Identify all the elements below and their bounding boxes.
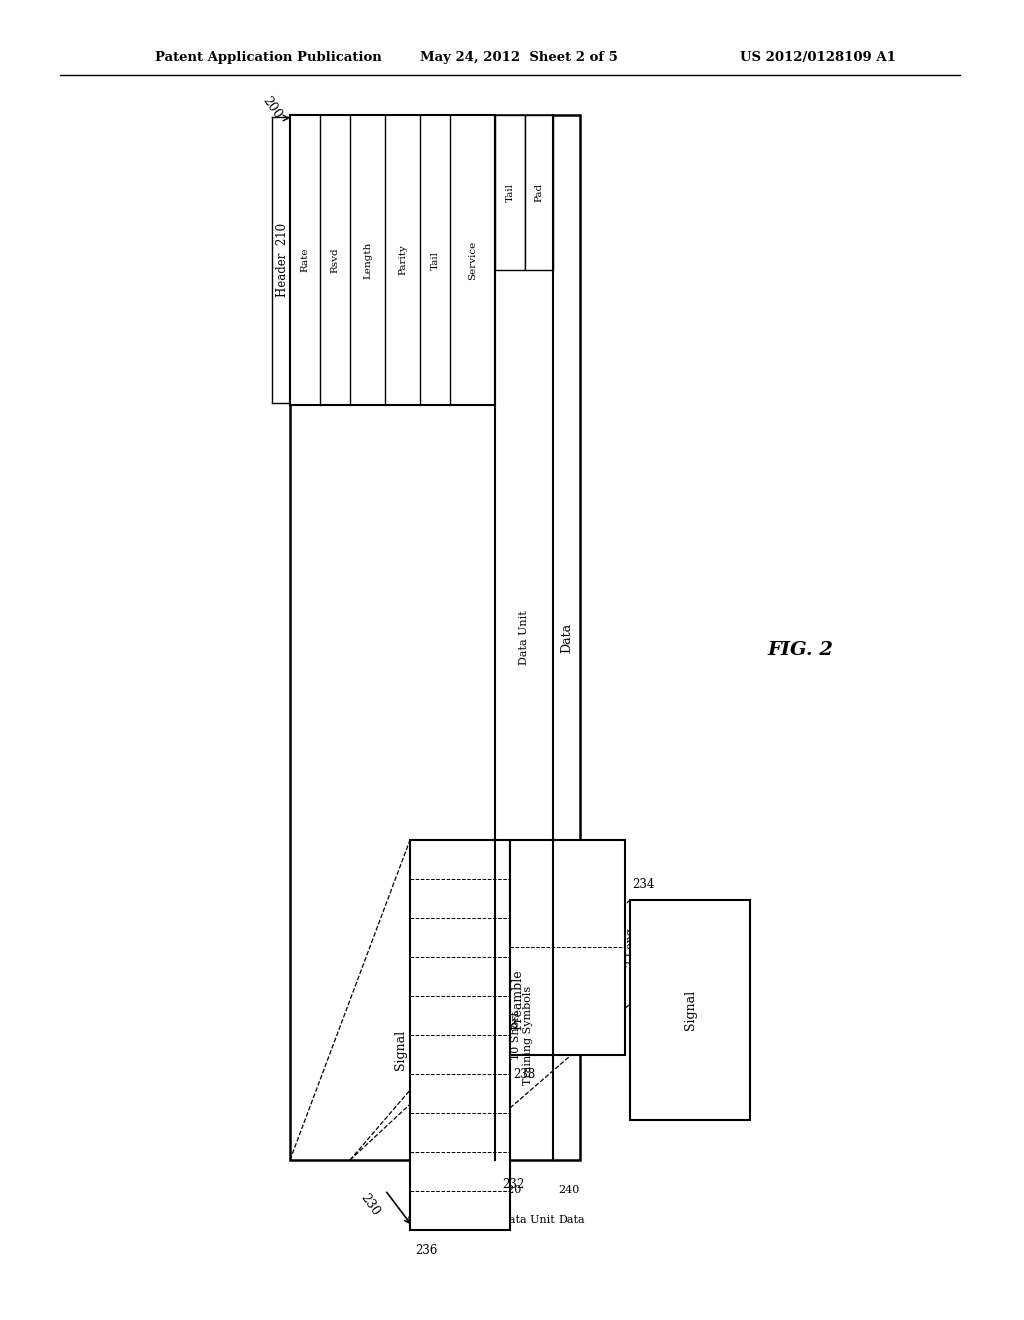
Text: 10 Short
Training Symbols: 10 Short Training Symbols <box>511 986 532 1085</box>
Bar <box>525 115 553 271</box>
Text: Data: Data <box>558 1214 585 1225</box>
Bar <box>410 840 510 1230</box>
Text: Signal: Signal <box>683 990 696 1030</box>
Text: Tail: Tail <box>430 251 439 269</box>
Bar <box>630 900 750 1119</box>
Text: US 2012/0128109 A1: US 2012/0128109 A1 <box>740 51 896 65</box>
Bar <box>510 840 625 1055</box>
Text: 232: 232 <box>503 1179 524 1192</box>
Text: Rsvd: Rsvd <box>331 247 340 273</box>
Text: 240: 240 <box>558 1185 580 1195</box>
Text: Tail: Tail <box>506 183 514 202</box>
Text: Data Unit: Data Unit <box>519 610 529 665</box>
Text: Rate: Rate <box>300 248 309 272</box>
Text: Preamble: Preamble <box>511 970 524 1031</box>
Text: 2 Long
Training Symbols: 2 Long Training Symbols <box>627 898 648 997</box>
Text: Length: Length <box>362 242 372 279</box>
Text: Signal: Signal <box>393 1030 407 1071</box>
Text: 220: 220 <box>500 1185 521 1195</box>
Text: Service: Service <box>468 240 477 280</box>
Text: 230: 230 <box>357 1192 382 1218</box>
Text: May 24, 2012  Sheet 2 of 5: May 24, 2012 Sheet 2 of 5 <box>420 51 617 65</box>
Text: 200: 200 <box>260 95 285 121</box>
Text: Data Unit: Data Unit <box>500 1214 555 1225</box>
Bar <box>290 115 495 405</box>
Text: Parity: Parity <box>398 244 407 276</box>
Text: 234: 234 <box>632 879 654 891</box>
Text: FIG. 2: FIG. 2 <box>767 642 833 659</box>
Bar <box>290 115 580 1160</box>
Text: Header  210: Header 210 <box>275 223 289 297</box>
Bar <box>495 115 525 271</box>
Text: Data: Data <box>560 623 573 652</box>
Text: Pad: Pad <box>535 183 544 202</box>
Text: 236: 236 <box>415 1243 437 1257</box>
Text: 238: 238 <box>513 1068 536 1081</box>
Text: Patent Application Publication: Patent Application Publication <box>155 51 382 65</box>
